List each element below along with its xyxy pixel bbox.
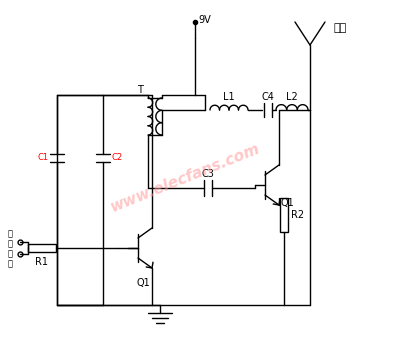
Text: R2: R2 bbox=[291, 210, 304, 220]
Text: Q1: Q1 bbox=[136, 278, 150, 288]
Text: Q1: Q1 bbox=[280, 198, 294, 208]
Bar bbox=[280, 198, 288, 232]
Text: 制: 制 bbox=[7, 239, 12, 248]
Text: 调: 调 bbox=[7, 229, 12, 238]
Text: C4: C4 bbox=[262, 92, 274, 102]
Text: C1: C1 bbox=[37, 154, 49, 163]
Text: L1: L1 bbox=[223, 92, 235, 102]
Text: C3: C3 bbox=[201, 169, 214, 179]
Text: 9V: 9V bbox=[199, 15, 211, 25]
Text: C2: C2 bbox=[111, 154, 122, 163]
Text: L2: L2 bbox=[286, 92, 298, 102]
Text: 信: 信 bbox=[7, 249, 12, 259]
Text: 天线: 天线 bbox=[333, 23, 346, 33]
Text: www.elecfans.com: www.elecfans.com bbox=[108, 141, 262, 215]
Text: T: T bbox=[137, 85, 143, 95]
Text: 号: 号 bbox=[7, 260, 12, 269]
Bar bbox=[28, 244, 56, 252]
Text: R1: R1 bbox=[35, 257, 49, 267]
